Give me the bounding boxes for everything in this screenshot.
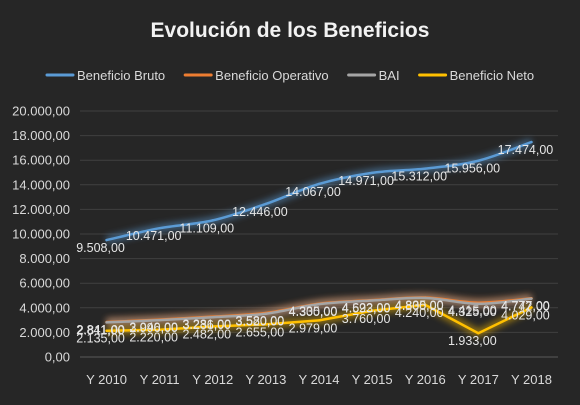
- x-tick-label: Y 2016: [405, 372, 446, 387]
- data-label: 4.800,00: [395, 299, 444, 313]
- data-label: 10.471,00: [126, 229, 182, 243]
- data-label: 15.312,00: [391, 170, 447, 184]
- x-tick-label: Y 2011: [140, 372, 180, 387]
- data-label: 12.446,00: [232, 205, 288, 219]
- data-label: 3.040,00: [129, 321, 178, 335]
- legend-label: BAI: [379, 68, 400, 83]
- legend-item: BAI: [347, 68, 400, 83]
- data-label: 4.300,00: [289, 305, 338, 319]
- x-tick-label: Y 2013: [245, 372, 286, 387]
- data-label: 2.841,00: [76, 323, 125, 337]
- data-label: 4.325,00: [448, 305, 497, 319]
- data-point: [530, 297, 533, 300]
- data-label: 2.482,00: [182, 327, 231, 341]
- data-label: 3.281,00: [182, 318, 231, 332]
- data-label: 1.933,00: [448, 334, 497, 348]
- x-tick-label: Y 2012: [192, 372, 233, 387]
- x-tick-label: Y 2010: [86, 372, 127, 387]
- data-point: [264, 323, 268, 326]
- legend: Beneficio Bruto Beneficio Operativo BAI Ben…: [45, 68, 535, 83]
- data-point: [105, 321, 108, 324]
- y-tick-label: 18.000,00: [12, 128, 70, 143]
- legend-label: Beneficio Neto: [450, 68, 535, 83]
- y-tick-label: 2.000,00: [19, 325, 70, 340]
- data-point: [211, 315, 214, 319]
- data-point: [317, 182, 321, 186]
- data-point: [158, 328, 161, 331]
- y-tick-label: 20.000,00: [12, 104, 70, 119]
- data-label: 4.335,00: [289, 305, 338, 319]
- y-tick-label: 4.000,00: [19, 300, 70, 315]
- y-tick-label: 14.000,00: [12, 177, 70, 192]
- data-point: [370, 299, 374, 302]
- data-label: 4.777,00: [501, 299, 550, 313]
- data-point: [105, 238, 108, 242]
- data-label: 14.971,00: [338, 174, 394, 188]
- data-point: [158, 318, 161, 322]
- data-label: 3.236,00: [182, 318, 231, 332]
- series-lines: [105, 140, 533, 335]
- data-point: [317, 319, 321, 322]
- data-label: 4.622,00: [342, 301, 391, 315]
- data-label: 4.742,00: [501, 300, 550, 314]
- data-label: 3.520,00: [236, 315, 285, 329]
- x-axis: Y 2010 Y 2011 Y 2012 Y 2013 Y 2014 Y 2015 Y 20…: [86, 372, 552, 387]
- y-tick-label: 6.000,00: [19, 276, 70, 291]
- y-tick-label: 10.000,00: [12, 227, 70, 242]
- x-tick-label: Y 2018: [511, 372, 552, 387]
- chart-title: Evolución de los Beneficios: [151, 19, 430, 42]
- legend-item: Beneficio Neto: [418, 68, 535, 83]
- x-tick-label: Y 2014: [299, 372, 340, 387]
- data-label: 17.474,00: [498, 143, 554, 157]
- data-point: [264, 312, 268, 315]
- data-label: 4.593,00: [342, 302, 391, 316]
- data-point: [424, 303, 427, 307]
- data-point: [424, 167, 427, 170]
- data-point: [105, 329, 108, 332]
- x-tick-label: Y 2015: [352, 372, 393, 387]
- data-label: 4.029,00: [501, 308, 550, 322]
- x-tick-label: Y 2017: [458, 372, 499, 387]
- data-label: 2.135,00: [76, 332, 125, 346]
- y-tick-label: 0,00: [45, 350, 70, 365]
- data-point: [530, 306, 533, 309]
- data-label: 9.508,00: [76, 241, 125, 255]
- data-label: 2.996,00: [129, 321, 178, 335]
- data-label: 4.415,00: [448, 304, 497, 318]
- data-point: [211, 219, 214, 222]
- data-point: [370, 309, 374, 312]
- data-label: 2.220,00: [129, 331, 178, 345]
- y-axis: 0,00 2.000,00 4.000,00 6.000,00 8.000,00 10.0…: [12, 104, 70, 365]
- legend-item: Beneficio Bruto: [45, 68, 165, 83]
- legend-label: Beneficio Operativo: [215, 68, 328, 83]
- y-tick-label: 8.000,00: [19, 251, 70, 266]
- data-point: [158, 227, 161, 230]
- data-label: 11.109,00: [179, 221, 234, 235]
- legend-item: Beneficio Operativo: [183, 68, 329, 83]
- y-tick-label: 12.000,00: [12, 202, 70, 217]
- legend-label: Beneficio Bruto: [77, 68, 165, 83]
- data-point: [530, 140, 533, 144]
- data-label: 14.067,00: [285, 185, 341, 199]
- data-point: [477, 159, 480, 162]
- data-point: [211, 325, 214, 328]
- data-point: [317, 302, 321, 306]
- data-label: 2.979,00: [289, 321, 338, 335]
- data-label: 3.580,00: [236, 314, 285, 328]
- data-label: 2.811,00: [77, 323, 125, 337]
- data-point: [264, 202, 268, 206]
- data-point: [424, 296, 427, 300]
- y-tick-label: 16.000,00: [12, 153, 70, 168]
- data-label: 15.956,00: [445, 162, 501, 176]
- data-point: [477, 332, 480, 335]
- data-point: [477, 302, 480, 306]
- data-label: 4.240,00: [395, 306, 444, 320]
- data-label: 4.835,00: [395, 299, 444, 313]
- data-label: 2.655,00: [236, 325, 285, 339]
- data-point: [370, 171, 374, 175]
- data-label: 3.760,00: [342, 312, 391, 326]
